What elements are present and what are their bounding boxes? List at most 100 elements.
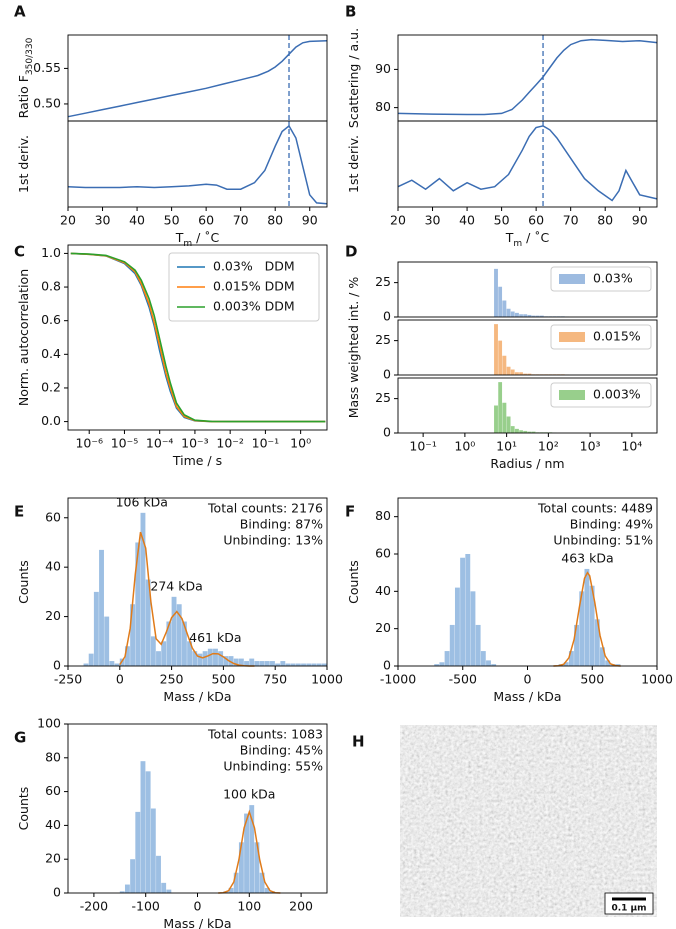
bar: [218, 651, 224, 666]
x-axis-label: Mass / kDa: [163, 689, 231, 704]
bar: [486, 660, 491, 666]
y-axis-label: Counts: [16, 787, 31, 831]
x-tick-label: 80: [267, 213, 283, 228]
axes: 0 25 10⁻¹ 10⁰ 10¹ 10² 10³ 10⁴ 0.003%: [375, 377, 658, 454]
bar: [514, 428, 519, 433]
axes: 20 30 40 50 60 70 80 90: [390, 120, 658, 228]
y-axis-label: Mass weighted int. / %: [346, 277, 361, 419]
y-axis-label-main: 1st deriv.: [346, 135, 361, 193]
y-tick-label: 0.55: [33, 60, 61, 75]
bar: [449, 624, 455, 666]
y-tick-label: 20: [375, 620, 391, 635]
plot-frame: [397, 261, 658, 318]
stats-text: Binding: 49%: [570, 517, 653, 532]
bar: [140, 512, 146, 666]
x-axis-label: Tm / ˚C: [175, 230, 220, 249]
micrograph-image: [400, 725, 657, 917]
bar: [295, 663, 301, 666]
bar: [470, 591, 476, 666]
bar: [527, 431, 532, 433]
x-axis-label: Tm / ˚C: [505, 230, 550, 249]
x-tick-label: 250: [160, 672, 184, 687]
y-tick-label: 60: [45, 783, 61, 798]
stats-text: Unbinding: 13%: [223, 533, 323, 548]
bar: [228, 656, 234, 666]
axes: A 0.50 0.55: [14, 3, 328, 122]
bar: [589, 585, 595, 666]
bar: [600, 647, 605, 666]
bar: [135, 811, 141, 893]
stats-text: Total counts: 2176: [207, 501, 323, 516]
stats-text: Total counts: 4489: [537, 501, 653, 516]
x-tick-label: 10⁻³: [181, 436, 209, 451]
x-tick-label: 90: [632, 213, 648, 228]
axes: 0 25 0.015%: [375, 319, 658, 382]
x-axis-label-main: T: [175, 230, 184, 245]
x-tick-label: -500: [449, 672, 477, 687]
bar: [259, 872, 265, 893]
y-axis-label: Counts: [346, 560, 361, 604]
y-tick-label: 60: [45, 509, 61, 524]
peak-label: 274 kDa: [150, 578, 202, 593]
y-tick-label: 80: [45, 749, 61, 764]
bar: [519, 314, 523, 317]
bar: [156, 651, 161, 666]
bar: [233, 658, 239, 666]
bar: [498, 286, 503, 317]
x-tick-label: 10⁰: [290, 436, 311, 451]
bar: [519, 372, 523, 375]
x-tick-label: 10⁻⁶: [75, 436, 103, 451]
bar: [574, 624, 579, 666]
x-tick-label: 500: [580, 672, 604, 687]
bar: [523, 314, 528, 317]
y-tick-label: 0.0: [41, 413, 61, 428]
panel-label: C: [14, 243, 25, 261]
bar: [83, 663, 89, 666]
bar: [491, 664, 497, 666]
bar: [176, 604, 182, 666]
x-axis-label: Time / s: [172, 453, 222, 468]
x-tick-label: 200: [289, 899, 313, 914]
x-tick-label: 30: [425, 213, 441, 228]
legend-label: 0.003%: [593, 387, 641, 402]
y-tick-label: 1.0: [41, 245, 61, 260]
bar: [238, 842, 244, 893]
x-tick-label: 10⁴: [621, 439, 642, 454]
bar: [502, 355, 507, 375]
y-tick-label: 90: [375, 61, 391, 76]
stats-text: Total counts: 1083: [207, 727, 323, 742]
bar: [285, 663, 291, 666]
y-tick-label: 25: [375, 332, 391, 347]
x-tick-label: 50: [494, 213, 510, 228]
line: [397, 38, 658, 116]
bar: [109, 661, 115, 666]
stats-text: Binding: 45%: [240, 743, 323, 758]
bar: [135, 542, 141, 666]
y-axis-label-main: Counts: [16, 560, 31, 604]
bar: [460, 557, 466, 666]
x-tick-label: 10⁻⁴: [146, 436, 174, 451]
bar: [444, 651, 450, 666]
bar: [197, 653, 203, 666]
bar: [150, 808, 156, 893]
bar: [249, 658, 255, 666]
bar: [519, 430, 523, 433]
axes: 20 30 40 50 60 70 80 90: [60, 120, 328, 228]
bar: [124, 884, 130, 893]
y-tick-label: 0.8: [41, 279, 61, 294]
legend-box: [550, 266, 652, 292]
bar: [233, 872, 239, 893]
bar: [238, 658, 244, 666]
y-axis-label: 1st deriv.: [16, 135, 31, 193]
legend-label: 0.015% DDM: [213, 279, 295, 294]
axes: G 0 20 40 60 80 100 -200 -100 0 100 200 Total counts…: [14, 716, 328, 914]
x-tick-label: 100: [237, 899, 261, 914]
peak-label: 461 kDa: [189, 630, 241, 645]
legend-label: 0.03% DDM: [213, 259, 295, 274]
y-tick-label: 40: [45, 559, 61, 574]
x-tick-label: -250: [54, 672, 82, 687]
bar: [161, 882, 167, 893]
legend-label: 0.003% DDM: [213, 299, 295, 314]
y-tick-label: 40: [375, 583, 391, 598]
x-axis-label-main: Mass / kDa: [163, 916, 231, 929]
